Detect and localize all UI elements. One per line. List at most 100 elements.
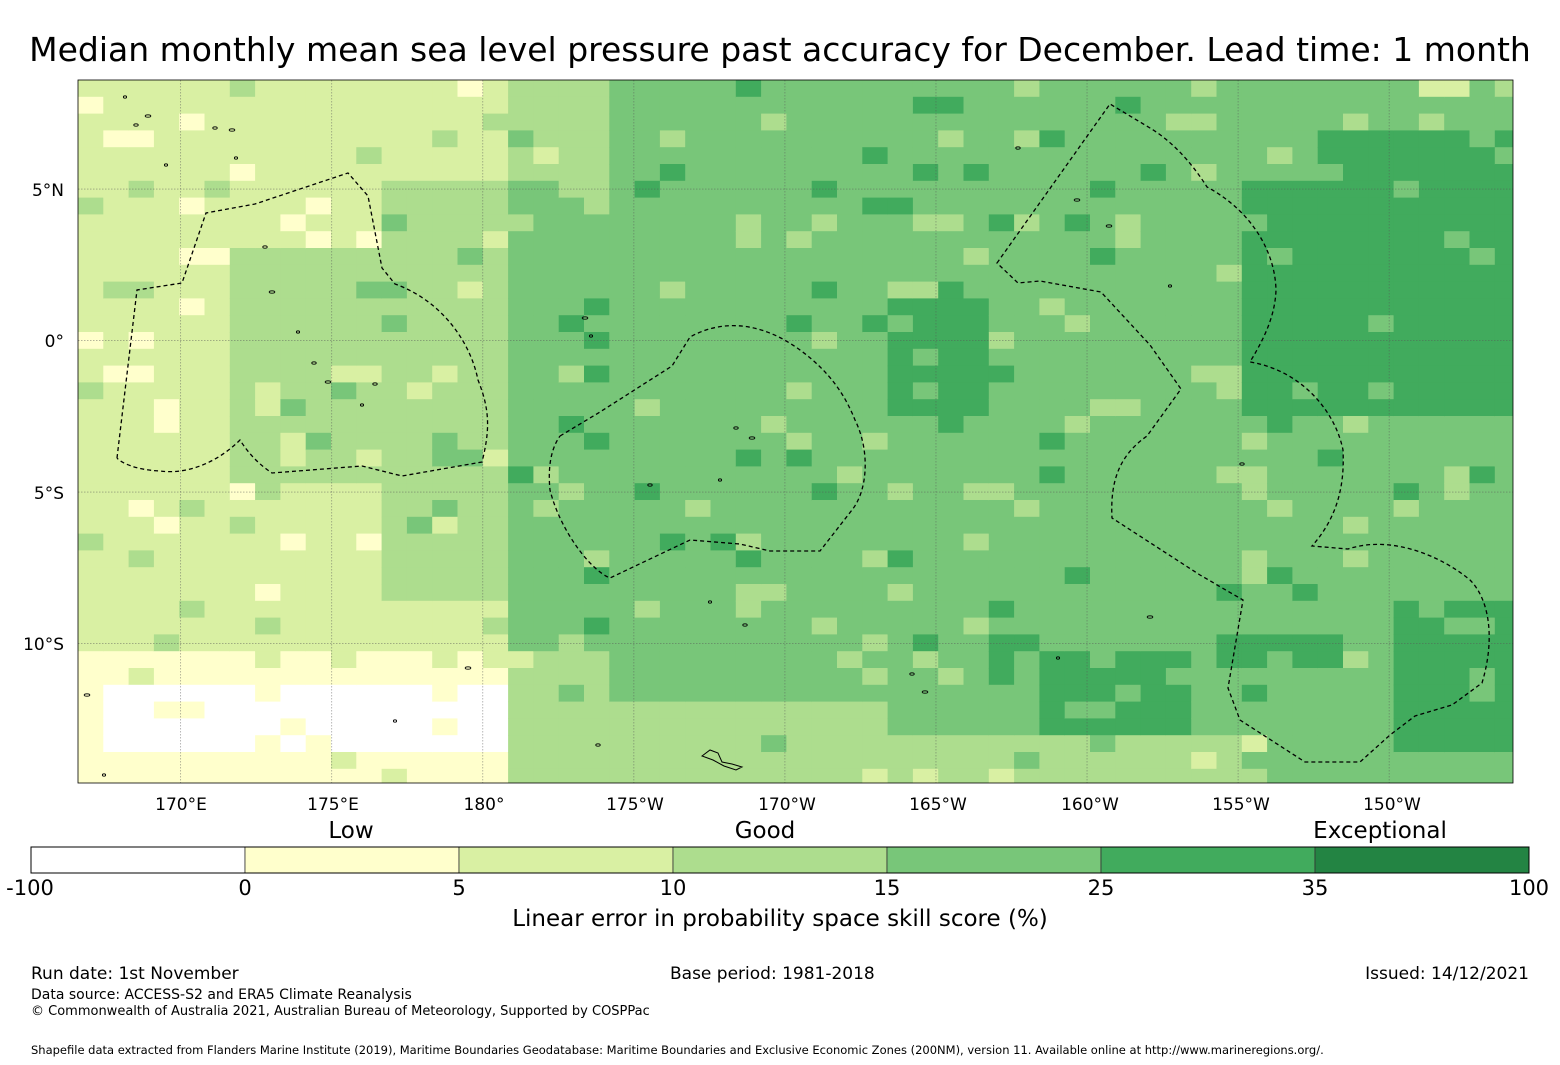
skill-cell <box>482 432 509 451</box>
lon-label-175w: 175°W <box>606 795 664 815</box>
skill-cell <box>634 130 661 148</box>
skill-cell <box>1216 281 1243 299</box>
skill-cell <box>533 130 560 148</box>
skill-cell <box>128 96 155 115</box>
skill-cell <box>634 533 661 551</box>
skill-cell <box>1444 701 1471 719</box>
skill-cell <box>305 668 332 686</box>
skill-cell <box>735 298 762 316</box>
skill-cell <box>1368 550 1395 568</box>
skill-cell <box>305 231 332 249</box>
skill-cell <box>558 533 585 551</box>
skill-cell <box>786 80 813 98</box>
skill-cell <box>735 365 762 383</box>
skill-cell <box>862 298 889 316</box>
skill-cell <box>1343 617 1369 635</box>
skill-cell <box>1014 315 1040 333</box>
skill-cell <box>1267 432 1293 451</box>
skill-cell <box>912 634 939 652</box>
skill-cell <box>1090 617 1116 635</box>
island-outline <box>1146 615 1154 619</box>
skill-cell <box>761 533 787 551</box>
skill-cell <box>1267 516 1293 535</box>
skill-cell <box>406 147 433 165</box>
skill-cell <box>381 634 408 652</box>
skill-cell <box>811 197 838 215</box>
skill-cell <box>862 96 889 115</box>
skill-cell <box>584 668 610 686</box>
skill-cell <box>1241 752 1268 770</box>
skill-cell <box>1494 281 1513 299</box>
skill-cell <box>1115 264 1142 283</box>
data-source: Data source: ACCESS-S2 and ERA5 Climate … <box>31 987 412 1003</box>
skill-cell <box>103 584 130 602</box>
skill-cell <box>255 684 281 703</box>
skill-cell <box>659 449 686 467</box>
skill-cell <box>153 449 180 467</box>
skill-cell <box>1014 752 1040 770</box>
skill-cell <box>1368 634 1395 652</box>
skill-cell <box>609 651 636 669</box>
skill-cell <box>1241 248 1268 266</box>
skill-cell <box>457 130 484 148</box>
skill-cell <box>1241 96 1268 115</box>
skill-cell <box>508 231 534 249</box>
skill-cell <box>584 516 610 535</box>
skill-cell <box>761 752 787 770</box>
skill-cell <box>584 449 610 467</box>
skill-cell <box>735 348 762 367</box>
skill-cell <box>1292 348 1319 367</box>
skill-cell <box>1267 113 1293 131</box>
skill-cell <box>1368 500 1395 518</box>
skill-cell <box>1317 567 1344 585</box>
skill-cell <box>533 113 560 131</box>
skill-cell <box>103 365 130 383</box>
skill-cell <box>1292 180 1319 199</box>
skill-cell <box>204 584 231 602</box>
skill-cell <box>229 600 256 619</box>
skill-cell <box>204 768 231 783</box>
skill-cell <box>1317 651 1344 669</box>
skill-cell <box>1090 584 1116 602</box>
colorbar-tick: 100 <box>1508 876 1550 900</box>
skill-cell <box>988 516 1015 535</box>
skill-cell <box>761 231 787 249</box>
skill-cell <box>331 500 357 518</box>
skill-cell <box>153 298 180 316</box>
skill-cell <box>331 701 357 719</box>
skill-cell <box>331 634 357 652</box>
skill-cell <box>1191 382 1218 400</box>
skill-cell <box>1444 584 1471 602</box>
skill-cell <box>609 718 636 736</box>
skill-cell <box>204 735 231 753</box>
skill-cell <box>837 752 863 770</box>
skill-cell <box>1368 584 1395 602</box>
skill-cell <box>1343 516 1369 535</box>
skill-cell <box>1343 533 1369 551</box>
skill-cell <box>1444 96 1471 115</box>
skill-cell <box>735 332 762 350</box>
skill-cell <box>988 567 1015 585</box>
skill-cell <box>584 382 610 400</box>
skill-cell <box>659 584 686 602</box>
skill-cell <box>356 80 383 98</box>
skill-cell <box>786 550 813 568</box>
skill-cell <box>761 348 787 367</box>
skill-cell <box>1494 449 1513 467</box>
skill-cell <box>1343 164 1369 182</box>
skill-cell <box>229 264 256 283</box>
skill-cell <box>1368 298 1395 316</box>
skill-cell <box>457 416 484 434</box>
skill-cell <box>78 533 104 551</box>
skill-cell <box>963 617 990 635</box>
skill-cell <box>1444 483 1471 501</box>
skill-cell <box>280 281 307 299</box>
skill-cell <box>634 449 661 467</box>
skill-cell <box>710 567 737 585</box>
skill-cell <box>508 365 534 383</box>
skill-cell <box>659 315 686 333</box>
skill-cell <box>78 634 104 652</box>
skill-cell <box>1393 96 1420 115</box>
skill-cell <box>381 382 408 400</box>
skill-cell <box>331 399 357 417</box>
